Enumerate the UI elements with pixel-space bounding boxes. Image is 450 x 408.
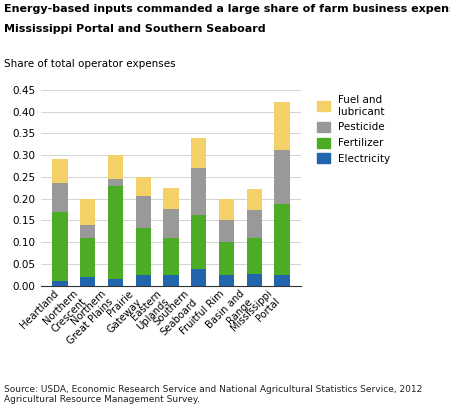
Bar	[80, 225, 95, 238]
Bar	[52, 183, 68, 212]
Bar	[80, 238, 95, 277]
Bar	[135, 275, 151, 286]
Bar	[163, 275, 179, 286]
Bar	[80, 277, 95, 286]
Bar	[247, 238, 262, 274]
Bar	[191, 215, 207, 270]
Bar	[191, 137, 207, 168]
Bar	[191, 168, 207, 215]
Text: Mississippi Portal and Southern Seaboard: Mississippi Portal and Southern Seaboard	[4, 24, 266, 35]
Bar	[108, 279, 123, 286]
Bar	[247, 188, 262, 210]
Text: Energy-based inputs commanded a large share of farm business expenses in the: Energy-based inputs commanded a large sh…	[4, 4, 450, 14]
Bar	[108, 186, 123, 279]
Bar	[219, 275, 234, 286]
Bar	[52, 160, 68, 183]
Bar	[135, 177, 151, 196]
Bar	[274, 204, 290, 275]
Bar	[80, 199, 95, 225]
Bar	[135, 196, 151, 228]
Bar	[247, 274, 262, 286]
Legend: Fuel and
lubricant, Pesticide, Fertilizer, Electricity: Fuel and lubricant, Pesticide, Fertilize…	[317, 95, 390, 164]
Bar	[135, 228, 151, 275]
Bar	[108, 179, 123, 186]
Bar	[219, 242, 234, 275]
Bar	[52, 212, 68, 281]
Bar	[163, 238, 179, 275]
Bar	[163, 188, 179, 209]
Bar	[219, 220, 234, 242]
Text: Share of total operator expenses: Share of total operator expenses	[4, 59, 176, 69]
Bar	[163, 209, 179, 238]
Text: Source: USDA, Economic Research Service and National Agricultural Statistics Ser: Source: USDA, Economic Research Service …	[4, 384, 423, 404]
Bar	[191, 270, 207, 286]
Bar	[52, 281, 68, 286]
Bar	[274, 102, 290, 150]
Bar	[274, 150, 290, 204]
Bar	[108, 155, 123, 179]
Bar	[274, 275, 290, 286]
Bar	[247, 210, 262, 238]
Bar	[219, 199, 234, 220]
